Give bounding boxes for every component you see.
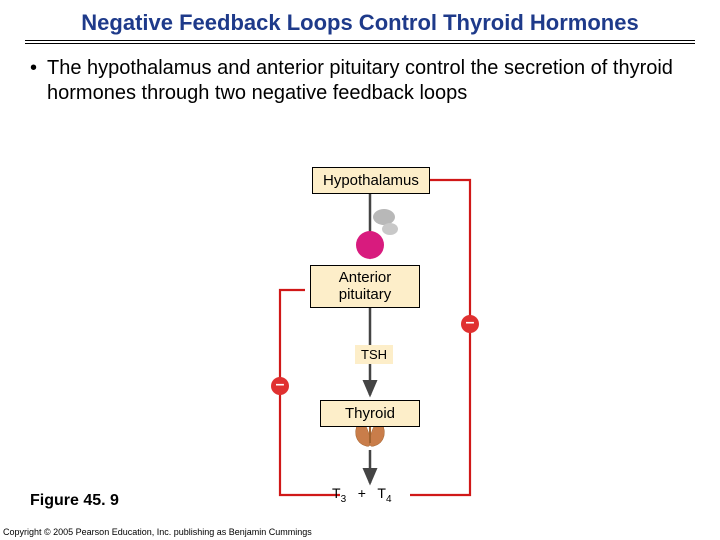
diagram-svg (220, 165, 520, 510)
hormone-labels: T3 + T4 (332, 485, 392, 505)
thyroid-box: Thyroid (320, 400, 420, 427)
hypothalamus-label: Hypothalamus (323, 172, 419, 189)
anterior-label: Anterior (321, 270, 409, 287)
body-content: The hypothalamus and anterior pituitary … (47, 56, 675, 106)
plus-label: + (358, 485, 366, 501)
t3-sub: 3 (341, 494, 347, 505)
body-text: • The hypothalamus and anterior pituitar… (0, 56, 720, 116)
hypothalamus-box: Hypothalamus (312, 167, 430, 194)
t3-label: T (332, 485, 341, 501)
t4-label: T (377, 485, 386, 501)
pituitary-label: pituitary (321, 287, 409, 304)
thyroid-label: Thyroid (345, 405, 395, 422)
minus-sign-right: – (461, 315, 479, 333)
t4-sub: 4 (386, 494, 392, 505)
feedback-diagram: Hypothalamus Anterior pituitary TSH Thyr… (220, 165, 520, 510)
minus-sign-left: – (271, 377, 289, 395)
figure-label: Figure 45. 9 (30, 492, 119, 510)
title-underline (25, 40, 695, 44)
slide-title: Negative Feedback Loops Control Thyroid … (0, 0, 720, 40)
anterior-pituitary-box: Anterior pituitary (310, 265, 420, 308)
tsh-label: TSH (355, 345, 393, 364)
bullet-marker: • (30, 56, 37, 106)
copyright-text: Copyright © 2005 Pearson Education, Inc.… (3, 527, 312, 537)
